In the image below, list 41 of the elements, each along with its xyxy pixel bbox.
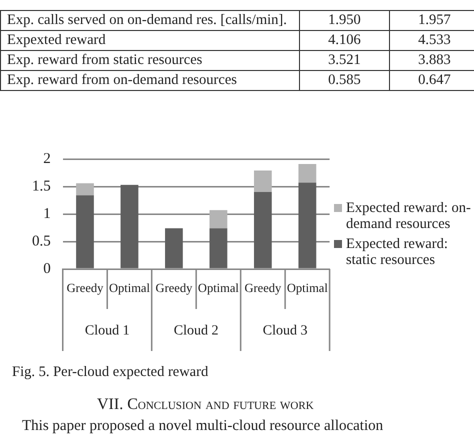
x-tick-label: Optimal: [108, 280, 150, 295]
bar: [298, 182, 316, 268]
category-label: Exp. reward from static resources: [0, 50, 300, 70]
bar: [76, 183, 94, 196]
bar: [210, 210, 228, 228]
x-tick-label: Optimal: [286, 280, 328, 295]
data-label: 3.521: [299, 50, 390, 70]
bar: [165, 228, 183, 268]
data-label: 3.883: [389, 50, 474, 70]
data-label: 0.647: [389, 70, 474, 90]
y-tick-label: 2: [43, 150, 51, 167]
text: Cloud 1: [84, 324, 130, 339]
text: Cloud 3: [262, 324, 308, 339]
x-tick-label: Greedy: [244, 280, 282, 295]
category-label: Exp. reward from on-demand resources: [0, 70, 300, 90]
data-label: 1.950: [299, 10, 390, 30]
bar: [76, 195, 94, 268]
text: Cloud 2: [174, 324, 219, 339]
legend-label: Expected reward: static resources: [346, 236, 448, 268]
y-tick-label: 0: [43, 260, 51, 277]
y-tick-label: 0.5: [32, 233, 51, 250]
text: VII. Conclusion and future work: [97, 396, 314, 414]
data-label: 0.585: [299, 70, 390, 90]
y-tick-label: 1: [43, 206, 51, 222]
data-label: 1.957: [389, 10, 474, 30]
bar: [254, 170, 272, 192]
category-label: Expexted reward: [0, 30, 300, 50]
bar: [254, 192, 272, 268]
category-label: Exp. calls served on on-demand res. [calls/min].: [0, 10, 300, 30]
y-tick-label: 1.5: [32, 178, 51, 194]
x-tick-label: Greedy: [156, 280, 194, 295]
bar: [210, 228, 228, 268]
legend-label: Expected reward: on-demand resources: [346, 200, 471, 232]
data-label: 4.106: [299, 30, 390, 50]
bar: [120, 184, 138, 268]
bar: [298, 164, 316, 183]
caption: Fig. 5. Per-cloud expected reward: [12, 364, 208, 381]
x-tick-label: Greedy: [66, 280, 104, 295]
x-tick-label: Optimal: [198, 280, 240, 295]
text: This paper proposed a novel multi-cloud resource allocation: [22, 418, 384, 435]
data-label: 4.533: [389, 30, 474, 50]
